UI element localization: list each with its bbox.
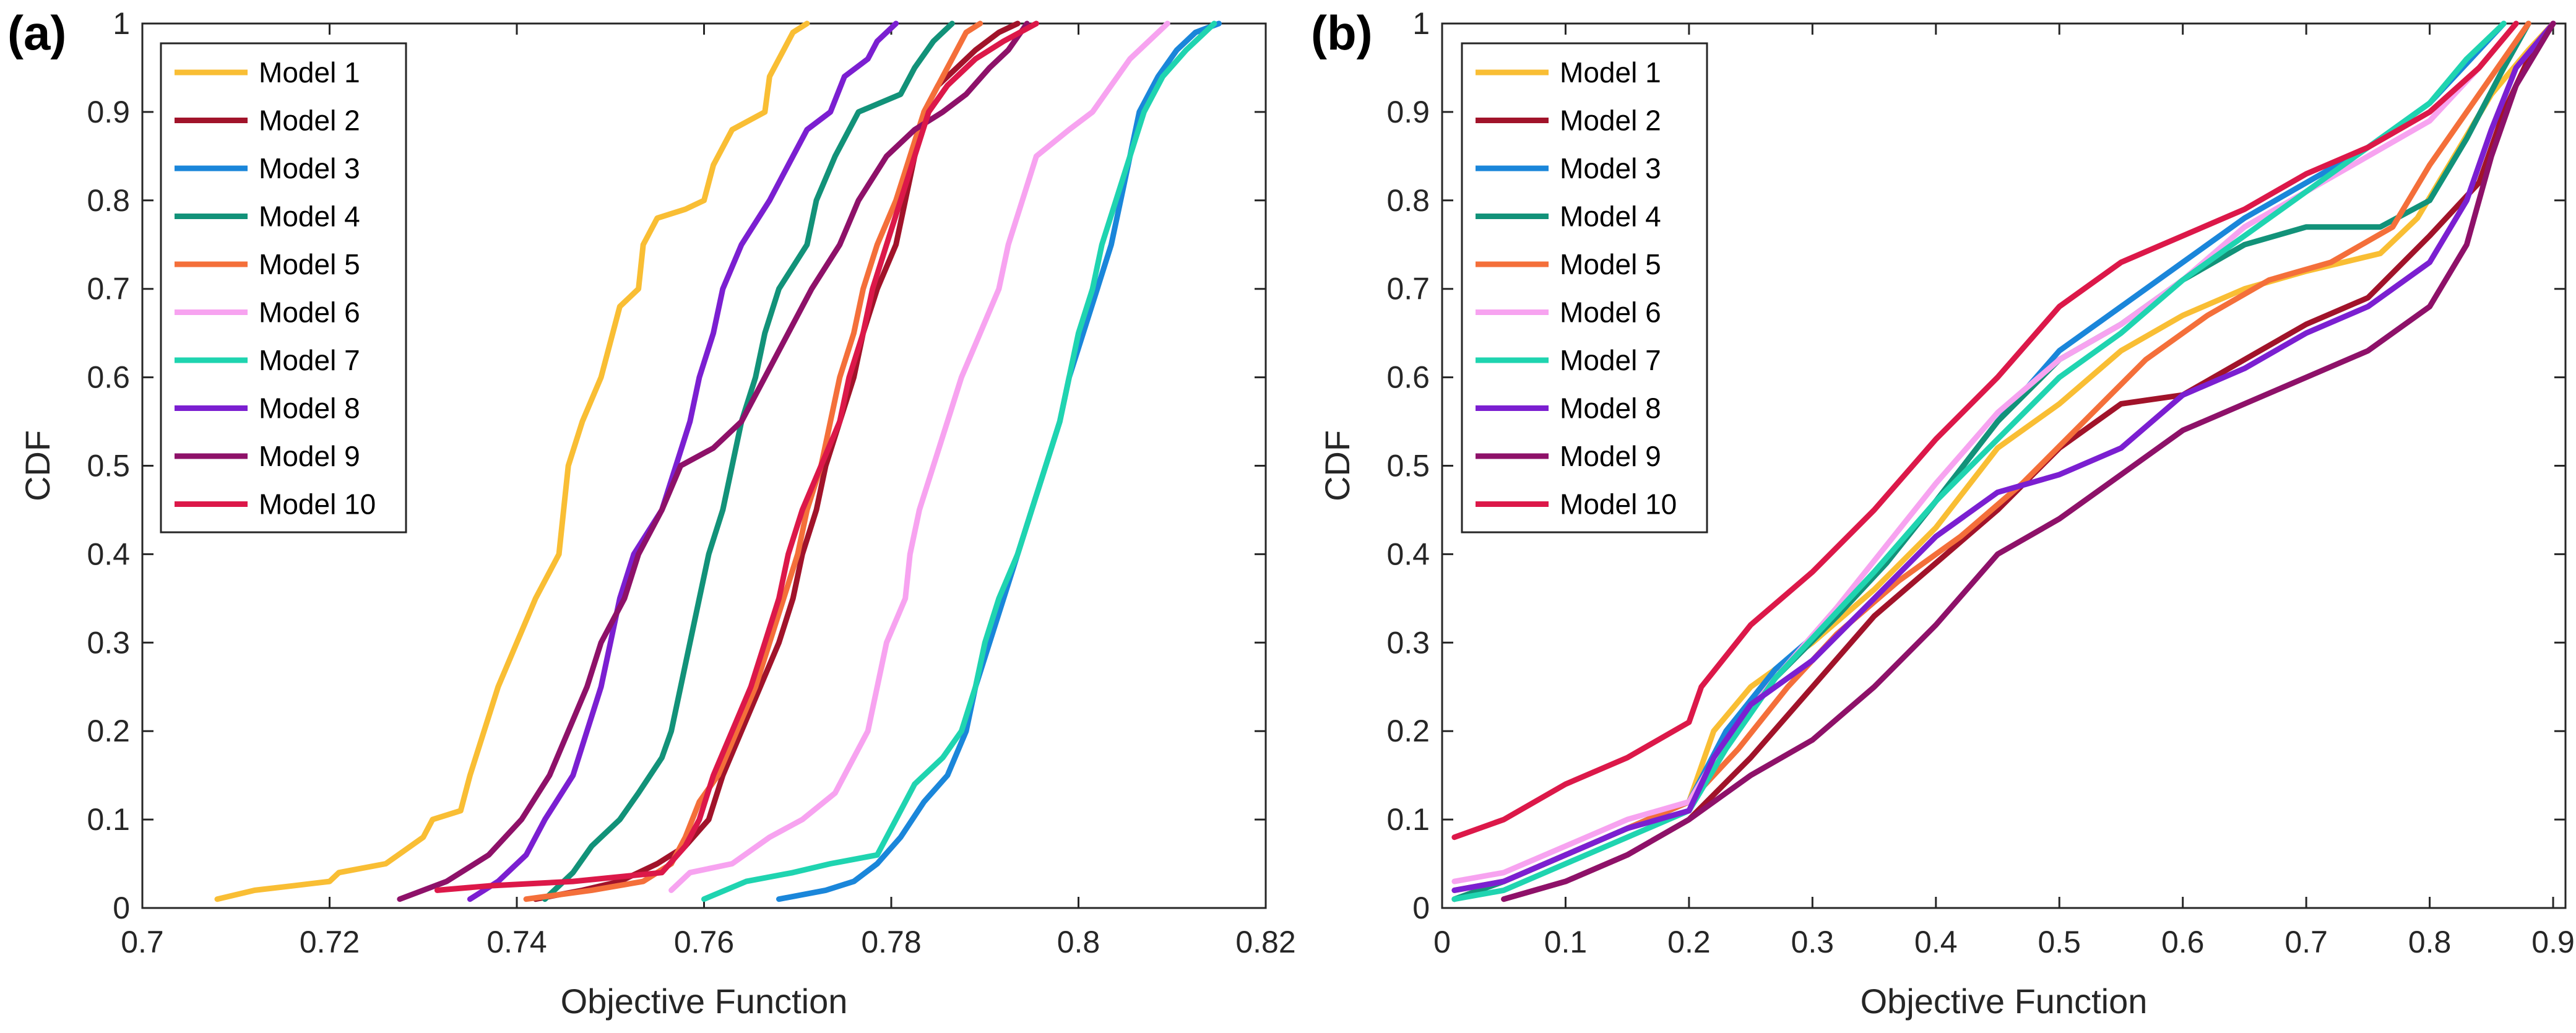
- x-tick-label: 0.1: [1544, 925, 1588, 959]
- panel-label: (a): [7, 6, 66, 60]
- series-line-model-8: [467, 20, 899, 902]
- x-tick-label: 0.76: [674, 925, 734, 959]
- y-tick-label: 0.6: [87, 360, 130, 395]
- x-tick-label: 0.8: [1057, 925, 1100, 959]
- legend-entry-label: Model 8: [1560, 392, 1661, 425]
- series-line-model-10: [434, 20, 1039, 893]
- x-tick-label: 0.7: [121, 925, 164, 959]
- series-line-model-9: [1501, 20, 2556, 902]
- y-tick-label: 0.9: [87, 95, 130, 129]
- x-tick-label: 0.82: [1235, 925, 1295, 959]
- legend-b: Model 1 Model 2 Model 3 Model 4 Model 5 Model…: [1461, 42, 1708, 534]
- y-axis-label: CDF: [18, 430, 57, 501]
- series-line-model-6: [1451, 20, 2519, 884]
- legend-entry-label: Model 9: [1560, 440, 1661, 472]
- x-tick-label: 0.6: [2161, 925, 2205, 959]
- panel-a-chart: 0.7 0.72 0.74 0.76 0.78 0.8 0.82 0 0.1 0.2 0.3 0.4 0…: [7, 6, 1296, 1021]
- series-line-model-6: [668, 20, 1170, 893]
- legend-entry-label: Model 5: [259, 248, 360, 280]
- legend-entry-label: Model 1: [259, 56, 360, 89]
- series-line-model-10: [1451, 20, 2519, 841]
- series-lines-a: [214, 20, 1222, 902]
- x-tick-label: 0.72: [300, 925, 360, 959]
- y-tick-label: 0.7: [87, 272, 130, 306]
- x-axis-label: Objective Function: [561, 982, 848, 1021]
- legend-box: [1461, 42, 1708, 534]
- y-tick-label: 0.3: [1386, 625, 1430, 660]
- x-tick-label: 0.3: [1791, 925, 1835, 959]
- y-tick-label: 0.8: [1386, 183, 1430, 218]
- y-tick-label: 1: [1412, 6, 1430, 41]
- legend-a: Model 1 Model 2 Model 3 Model 4 Model 5 Model…: [160, 42, 407, 534]
- y-tick-label: 0.6: [1386, 360, 1430, 395]
- legend-entry-label: Model 8: [259, 392, 360, 425]
- series-line-model-1: [214, 20, 810, 902]
- y-tick-label: 0: [1412, 891, 1430, 925]
- y-tick-label: 0.5: [1386, 449, 1430, 483]
- x-axis-label: Objective Function: [1861, 982, 2148, 1021]
- legend-entry-label: Model 10: [1560, 488, 1677, 521]
- legend-entry-label: Model 7: [259, 344, 360, 376]
- panel-label: (b): [1311, 6, 1373, 60]
- series-line-model-8: [1451, 20, 2556, 893]
- y-axis-label: CDF: [1318, 430, 1357, 501]
- x-tick-label: 0.74: [486, 925, 547, 959]
- legend-entry-label: Model 6: [259, 296, 360, 329]
- legend-entry-label: Model 10: [259, 488, 376, 521]
- legend-entry-label: Model 3: [1560, 152, 1661, 184]
- x-tick-label: 0.2: [1667, 925, 1711, 959]
- series-lines-b: [1451, 20, 2556, 902]
- legend-entry-label: Model 5: [1560, 248, 1661, 280]
- legend-entry-label: Model 6: [1560, 296, 1661, 329]
- y-tick-label: 0.8: [87, 183, 130, 218]
- panel-b-chart: 0 0.1 0.2 0.3 0.4 0.5 0.6 0.7 0.8 0.9 0 0.1 0.2 0.3 0.…: [1311, 6, 2575, 1021]
- series-line-model-7: [701, 20, 1217, 902]
- y-tick-label: 0.4: [87, 537, 130, 571]
- y-tick-label: 0.9: [1386, 95, 1430, 129]
- legend-entry-label: Model 4: [1560, 201, 1661, 233]
- series-line-model-4: [542, 20, 955, 902]
- legend-entry-label: Model 3: [259, 152, 360, 184]
- y-tick-label: 0.1: [87, 802, 130, 837]
- y-tick-label: 0.4: [1386, 537, 1430, 571]
- legend-entry-label: Model 1: [1560, 56, 1661, 89]
- x-tick-label: 0.8: [2408, 925, 2452, 959]
- x-tick-label: 0.78: [861, 925, 921, 959]
- y-tick-label: 0.7: [1386, 272, 1430, 306]
- legend-entry-label: Model 2: [259, 105, 360, 137]
- y-tick-label: 0.2: [1386, 714, 1430, 748]
- y-tick-label: 0.2: [87, 714, 130, 748]
- y-tick-label: 0.1: [1386, 802, 1430, 837]
- y-tick-label: 0: [113, 891, 130, 925]
- legend-entry-label: Model 7: [1560, 344, 1661, 376]
- legend-entry-label: Model 9: [259, 440, 360, 472]
- series-line-model-9: [397, 20, 1030, 902]
- x-tick-label: 0.5: [2038, 925, 2081, 959]
- x-tick-label: 0.4: [1914, 925, 1958, 959]
- x-tick-label: 0.9: [2531, 925, 2575, 959]
- y-tick-label: 0.5: [87, 449, 130, 483]
- x-tick-label: 0.7: [2284, 925, 2328, 959]
- y-tick-label: 1: [113, 6, 130, 41]
- legend-entry-label: Model 4: [259, 201, 360, 233]
- x-tick-label: 0: [1433, 925, 1451, 959]
- y-tick-label: 0.3: [87, 625, 130, 660]
- legend-box: [160, 42, 407, 534]
- legend-entry-label: Model 2: [1560, 105, 1661, 137]
